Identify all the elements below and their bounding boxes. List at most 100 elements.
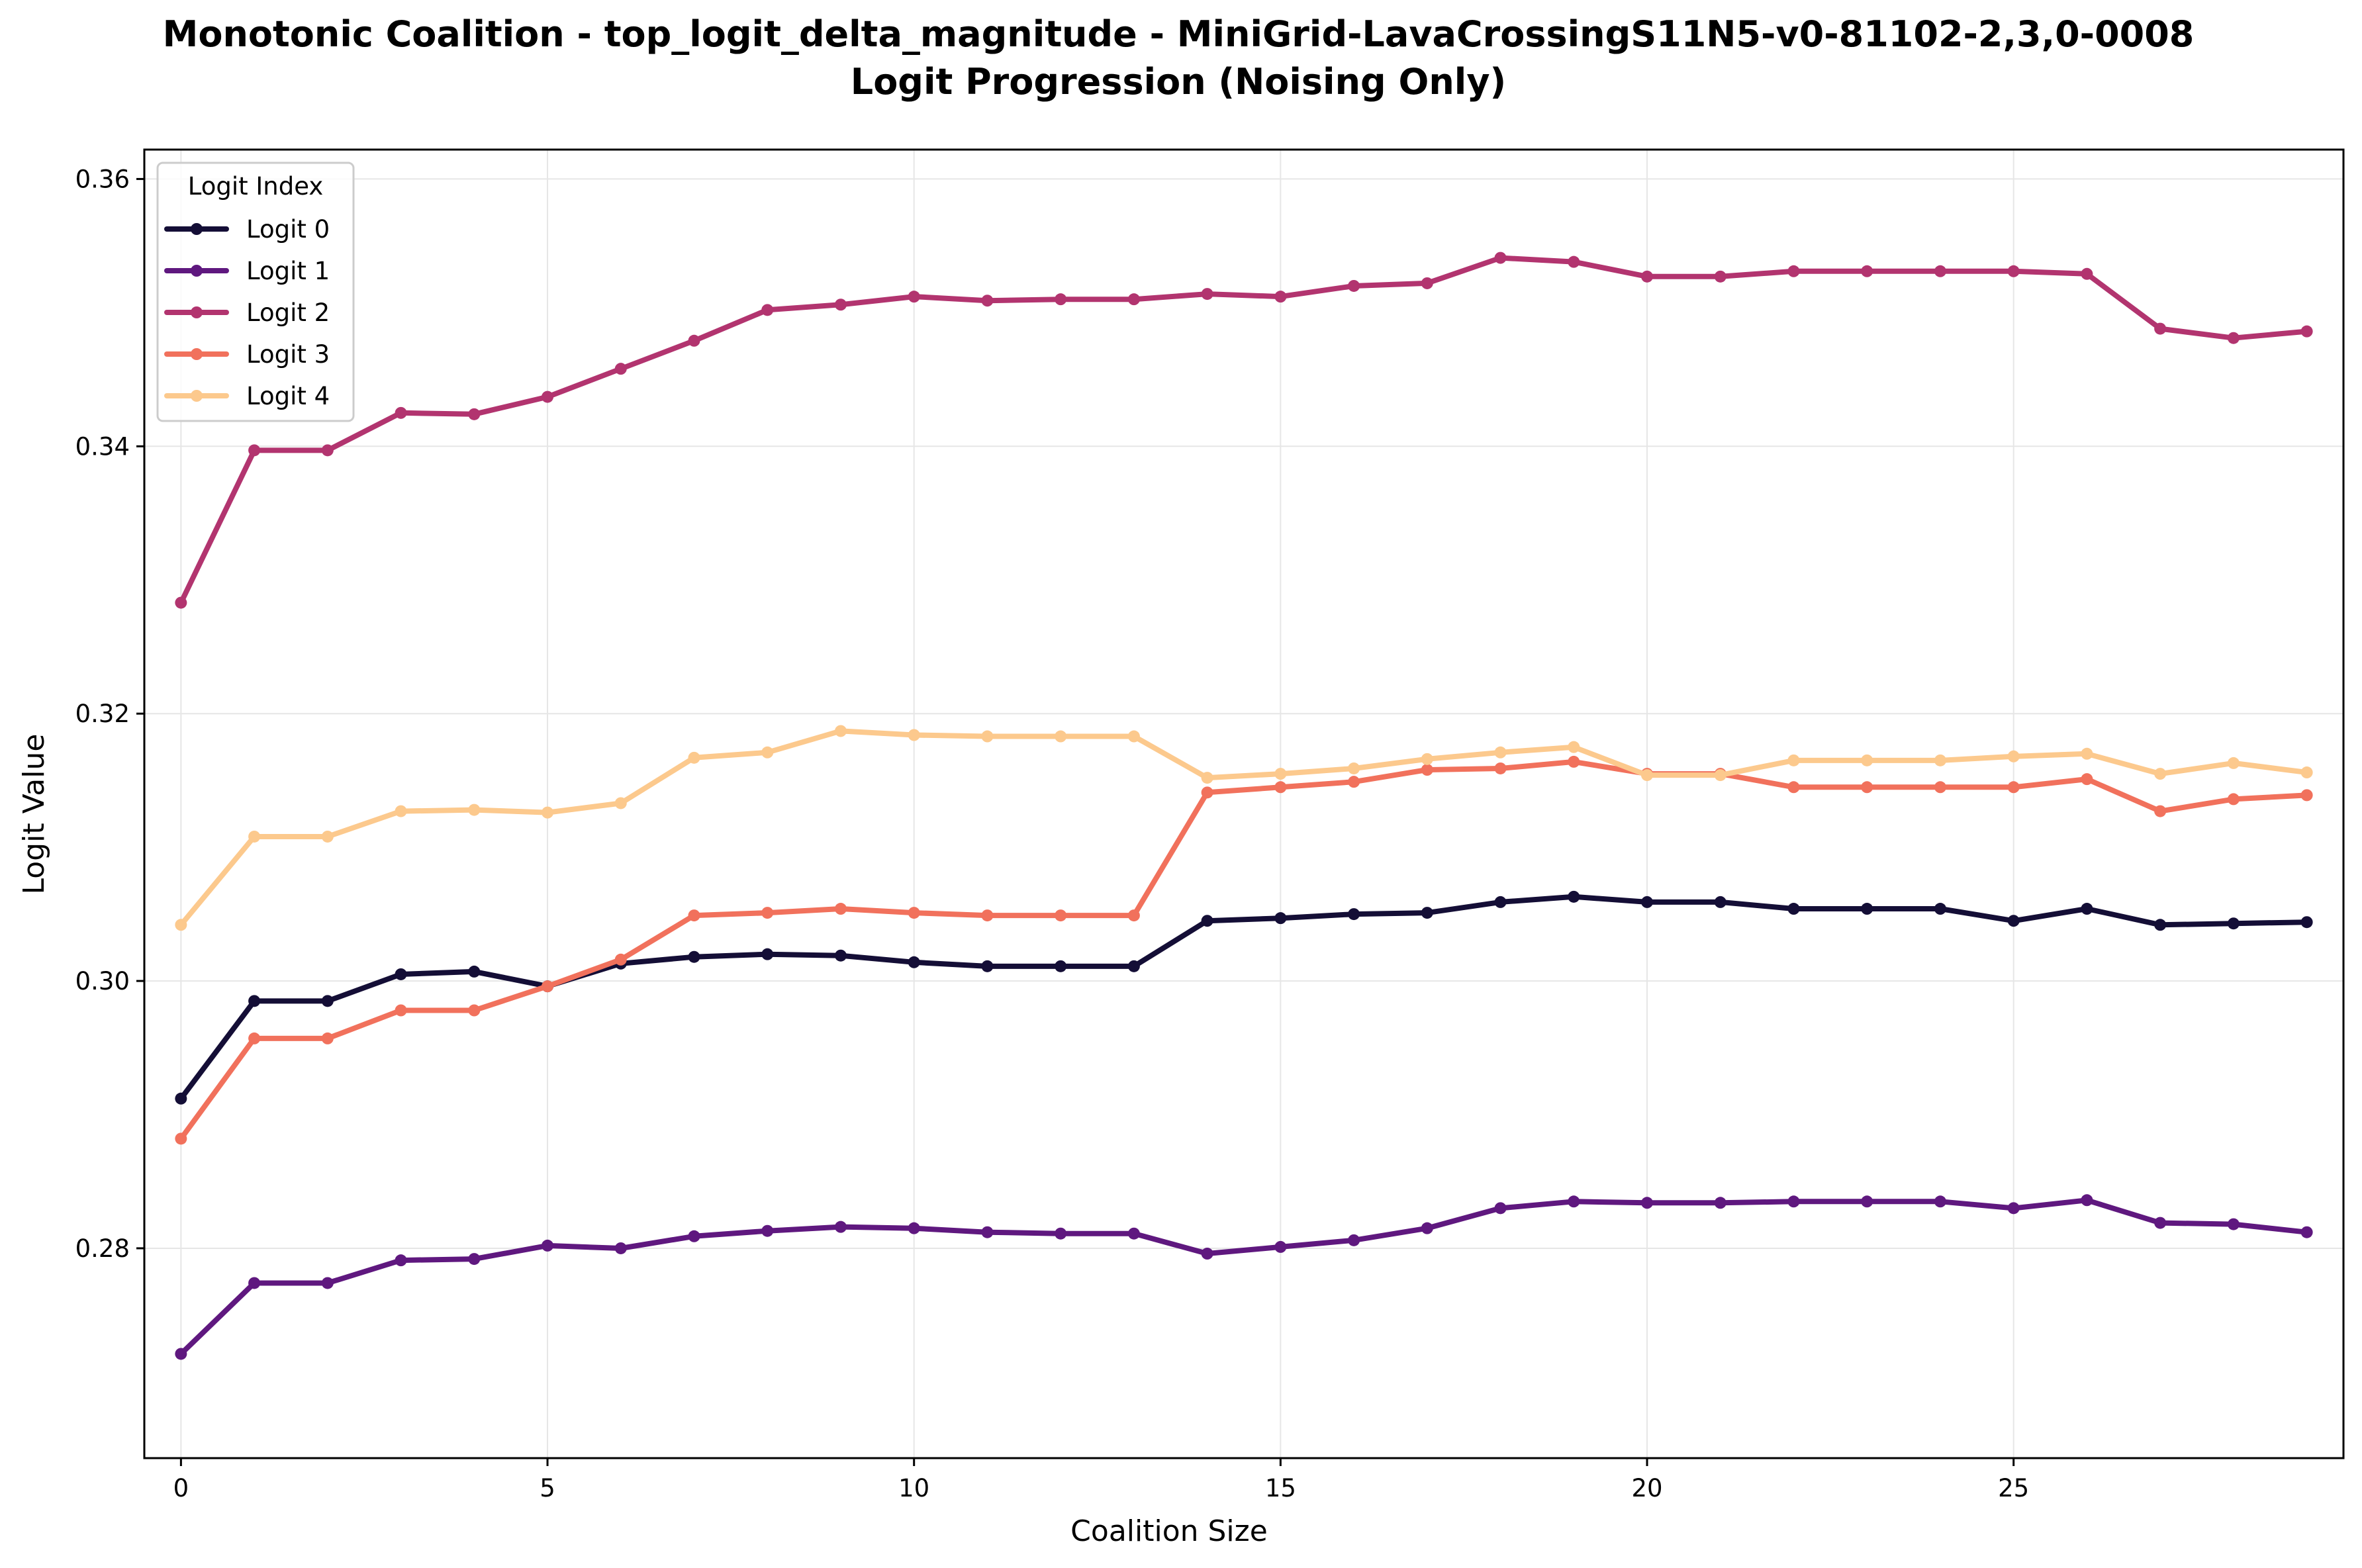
data-point [1861, 265, 1873, 277]
data-point [1348, 762, 1360, 774]
data-point [175, 1092, 187, 1105]
data-point [1568, 1195, 1580, 1208]
series-4 [175, 725, 2313, 931]
legend-swatch-marker [191, 265, 203, 277]
data-point [1127, 730, 1140, 743]
data-point [688, 1230, 700, 1242]
data-point [1201, 786, 1213, 799]
legend-item: Logit 1 [164, 257, 330, 285]
data-point [1494, 1202, 1507, 1215]
data-point [1714, 896, 1726, 908]
data-point [2007, 265, 2020, 277]
legend-label: Logit 4 [246, 382, 330, 410]
data-point [1568, 890, 1580, 903]
data-point [395, 1254, 407, 1267]
data-point [248, 1032, 261, 1044]
data-point [2081, 773, 2093, 786]
data-point [2081, 267, 2093, 280]
data-point [175, 919, 187, 931]
data-point [1934, 265, 1946, 277]
data-point [1127, 960, 1140, 972]
data-point [1934, 903, 1946, 915]
series-1 [175, 1194, 2313, 1360]
data-point [908, 291, 920, 303]
data-point [1494, 252, 1507, 264]
data-point [1641, 769, 1654, 782]
y-tick-label: 0.28 [75, 1234, 130, 1263]
data-point [1861, 754, 1873, 766]
data-point [2300, 916, 2313, 929]
data-point [1127, 909, 1140, 922]
data-point [1127, 293, 1140, 306]
data-point [1787, 1195, 1800, 1208]
data-point [1714, 769, 1726, 782]
legend-swatch-marker [191, 306, 203, 318]
data-point [1714, 1197, 1726, 1209]
data-point [1421, 1222, 1433, 1234]
data-point [248, 995, 261, 1007]
y-tick-label: 0.34 [75, 432, 130, 461]
data-point [248, 830, 261, 843]
data-point [2081, 747, 2093, 760]
data-point [1934, 754, 1946, 766]
data-point [1201, 288, 1213, 300]
data-point [2007, 915, 2020, 927]
data-point [688, 950, 700, 963]
data-point [2154, 768, 2167, 780]
data-point [1055, 909, 1067, 922]
chart-subtitle: Logit Progression (Noising Only) [851, 61, 1506, 103]
data-point [834, 299, 847, 311]
data-point [1641, 1197, 1654, 1209]
data-point [2154, 322, 2167, 335]
data-point [908, 956, 920, 968]
data-point [1568, 755, 1580, 768]
data-point [761, 907, 774, 919]
data-point [321, 444, 334, 457]
data-point [834, 903, 847, 915]
x-tick-label: 0 [173, 1474, 189, 1502]
data-point [834, 725, 847, 737]
data-point [2007, 1202, 2020, 1215]
data-point [1274, 781, 1287, 794]
data-point [1787, 903, 1800, 915]
data-point [2154, 805, 2167, 817]
data-point [1421, 277, 1433, 289]
data-point [248, 444, 261, 457]
data-point [1714, 270, 1726, 283]
data-point [981, 730, 994, 743]
plot-frame [143, 148, 2345, 1459]
data-point [1787, 265, 1800, 277]
legend-item: Logit 3 [164, 340, 330, 369]
axis-ticks: 0 5 10 15 20 25 0.28 0.30 0.32 0.34 0.36 [75, 165, 2030, 1502]
data-point [688, 334, 700, 347]
data-point [1787, 781, 1800, 794]
data-point [761, 746, 774, 759]
legend-label: Logit 2 [246, 299, 330, 327]
data-point [1421, 907, 1433, 919]
data-point [175, 596, 187, 609]
data-point [395, 968, 407, 980]
data-point [175, 1348, 187, 1360]
data-point [1348, 908, 1360, 921]
y-tick-label: 0.30 [75, 967, 130, 995]
data-point [614, 363, 627, 375]
data-point [2154, 1217, 2167, 1229]
data-point [321, 995, 334, 1007]
data-point [1055, 1227, 1067, 1240]
x-tick-label: 15 [1265, 1474, 1296, 1502]
chart-title: Monotonic Coalition - top_logit_delta_ma… [163, 13, 2195, 55]
data-point [1934, 781, 1946, 794]
data-point [2300, 766, 2313, 779]
data-point [614, 1242, 627, 1254]
data-point [1421, 753, 1433, 765]
data-point [1421, 764, 1433, 776]
data-point [2154, 919, 2167, 931]
series-line [178, 894, 2310, 1101]
y-axis-label: Logit Value [17, 734, 51, 895]
data-point [1348, 776, 1360, 788]
legend-item: Logit 4 [164, 382, 330, 410]
legend-swatch-marker [191, 348, 203, 360]
data-point [2227, 917, 2240, 930]
data-point [2227, 793, 2240, 806]
